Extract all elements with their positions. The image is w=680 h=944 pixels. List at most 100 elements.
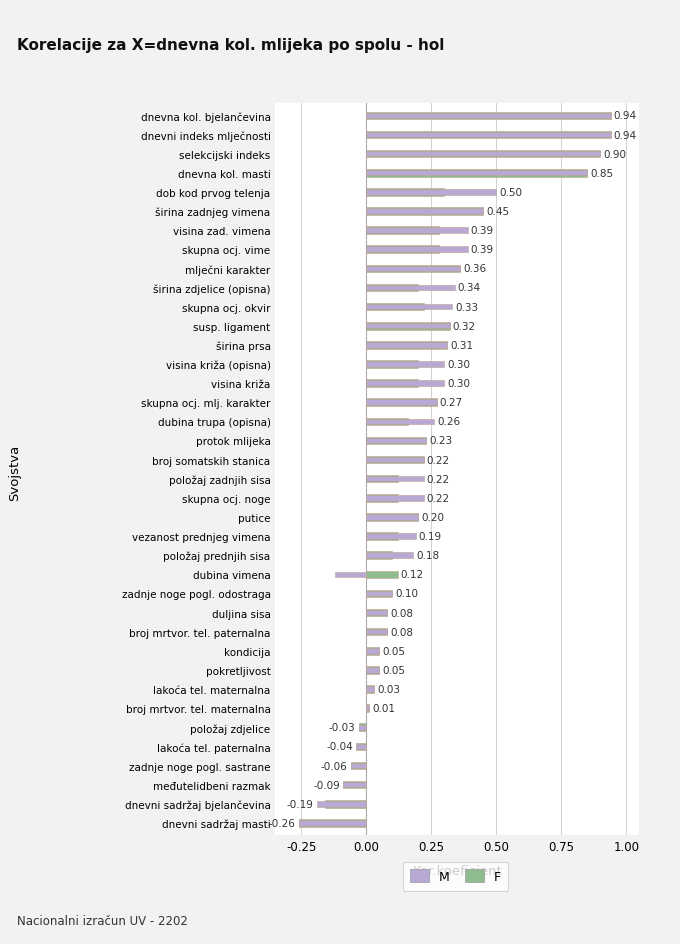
Legend: M, F: M, F bbox=[403, 862, 508, 890]
Bar bbox=[367, 209, 483, 214]
Bar bbox=[367, 361, 418, 368]
Bar bbox=[367, 266, 460, 272]
Bar bbox=[367, 323, 449, 330]
Text: 0.12: 0.12 bbox=[401, 570, 424, 580]
Bar bbox=[367, 552, 392, 560]
Bar bbox=[367, 685, 374, 693]
Bar bbox=[367, 648, 379, 655]
Bar bbox=[367, 418, 408, 426]
Text: 0.23: 0.23 bbox=[429, 436, 452, 446]
Bar bbox=[367, 170, 588, 177]
Bar bbox=[367, 457, 424, 463]
Bar bbox=[367, 514, 418, 520]
Bar bbox=[367, 131, 611, 139]
Text: 0.32: 0.32 bbox=[453, 321, 476, 331]
Text: 0.33: 0.33 bbox=[455, 302, 478, 312]
Bar bbox=[367, 362, 444, 367]
Bar bbox=[351, 762, 367, 769]
Text: Korelacije za X=dnevna kol. mlijeka po spolu - hol: Korelacije za X=dnevna kol. mlijeka po s… bbox=[17, 38, 444, 53]
Text: 0.39: 0.39 bbox=[471, 245, 494, 255]
Text: 0.03: 0.03 bbox=[377, 684, 401, 694]
Text: 0.18: 0.18 bbox=[416, 550, 439, 561]
Text: 0.20: 0.20 bbox=[422, 513, 445, 522]
Bar bbox=[367, 649, 379, 654]
Bar bbox=[367, 208, 483, 215]
Bar bbox=[367, 609, 387, 616]
Text: 0.94: 0.94 bbox=[614, 130, 637, 141]
Text: 0.22: 0.22 bbox=[426, 455, 449, 465]
Bar bbox=[317, 801, 367, 807]
Text: 0.94: 0.94 bbox=[614, 111, 637, 121]
Bar bbox=[367, 533, 415, 539]
Bar bbox=[367, 399, 437, 407]
Text: Nacionalni izračun UV - 2202: Nacionalni izračun UV - 2202 bbox=[17, 914, 188, 927]
Text: -0.09: -0.09 bbox=[313, 780, 340, 790]
Bar bbox=[367, 666, 379, 674]
Bar bbox=[367, 400, 437, 406]
Bar bbox=[367, 610, 387, 615]
Bar bbox=[367, 151, 600, 159]
Bar bbox=[367, 189, 444, 196]
Text: 0.90: 0.90 bbox=[603, 149, 626, 160]
Text: 0.50: 0.50 bbox=[499, 188, 522, 197]
Text: 0.22: 0.22 bbox=[426, 474, 449, 484]
Bar bbox=[356, 743, 367, 750]
Text: 0.05: 0.05 bbox=[382, 666, 405, 675]
Bar bbox=[367, 303, 424, 312]
Bar bbox=[367, 284, 418, 292]
Bar bbox=[367, 285, 455, 291]
X-axis label: Kor.koeficient: Kor.koeficient bbox=[413, 865, 502, 877]
Text: 0.08: 0.08 bbox=[390, 627, 413, 637]
Bar bbox=[367, 381, 444, 386]
Bar bbox=[367, 247, 468, 253]
Bar bbox=[367, 590, 392, 598]
Text: 0.30: 0.30 bbox=[447, 360, 471, 369]
Text: -0.06: -0.06 bbox=[321, 761, 347, 770]
Bar bbox=[367, 456, 424, 464]
Text: 0.26: 0.26 bbox=[437, 417, 460, 427]
Bar bbox=[343, 782, 367, 787]
Bar bbox=[367, 686, 374, 692]
Text: 0.36: 0.36 bbox=[463, 264, 486, 274]
Bar bbox=[367, 495, 398, 502]
Bar bbox=[367, 228, 468, 233]
Bar bbox=[367, 437, 426, 445]
Bar bbox=[325, 801, 367, 808]
Bar bbox=[367, 112, 611, 120]
Text: 0.08: 0.08 bbox=[390, 608, 413, 618]
Text: -0.19: -0.19 bbox=[287, 799, 314, 809]
Bar bbox=[367, 190, 496, 195]
Text: 0.22: 0.22 bbox=[426, 494, 449, 503]
Bar bbox=[356, 744, 367, 750]
Bar bbox=[367, 342, 447, 349]
Bar bbox=[367, 496, 424, 501]
Text: 0.27: 0.27 bbox=[440, 397, 463, 408]
Bar bbox=[367, 704, 369, 712]
Bar bbox=[367, 553, 413, 558]
Bar bbox=[367, 343, 447, 348]
Bar bbox=[367, 132, 611, 138]
Bar bbox=[299, 820, 367, 826]
Text: 0.01: 0.01 bbox=[372, 703, 395, 714]
Bar bbox=[367, 171, 588, 177]
Text: -0.03: -0.03 bbox=[328, 722, 356, 733]
Bar bbox=[358, 724, 367, 732]
Bar bbox=[367, 305, 452, 310]
Bar bbox=[367, 476, 398, 483]
Bar bbox=[367, 514, 418, 521]
Text: 0.85: 0.85 bbox=[590, 169, 613, 178]
Bar bbox=[367, 532, 398, 540]
Text: 0.39: 0.39 bbox=[471, 226, 494, 236]
Text: Svojstva: Svojstva bbox=[8, 444, 22, 500]
Bar bbox=[367, 113, 611, 119]
Text: 0.45: 0.45 bbox=[486, 207, 509, 217]
Bar bbox=[367, 379, 418, 387]
Bar bbox=[367, 265, 460, 273]
Text: 0.05: 0.05 bbox=[382, 646, 405, 656]
Text: 0.30: 0.30 bbox=[447, 379, 471, 389]
Bar bbox=[367, 477, 424, 482]
Bar bbox=[367, 571, 398, 579]
Bar bbox=[367, 419, 434, 425]
Bar bbox=[367, 591, 392, 597]
Text: -0.04: -0.04 bbox=[326, 742, 353, 751]
